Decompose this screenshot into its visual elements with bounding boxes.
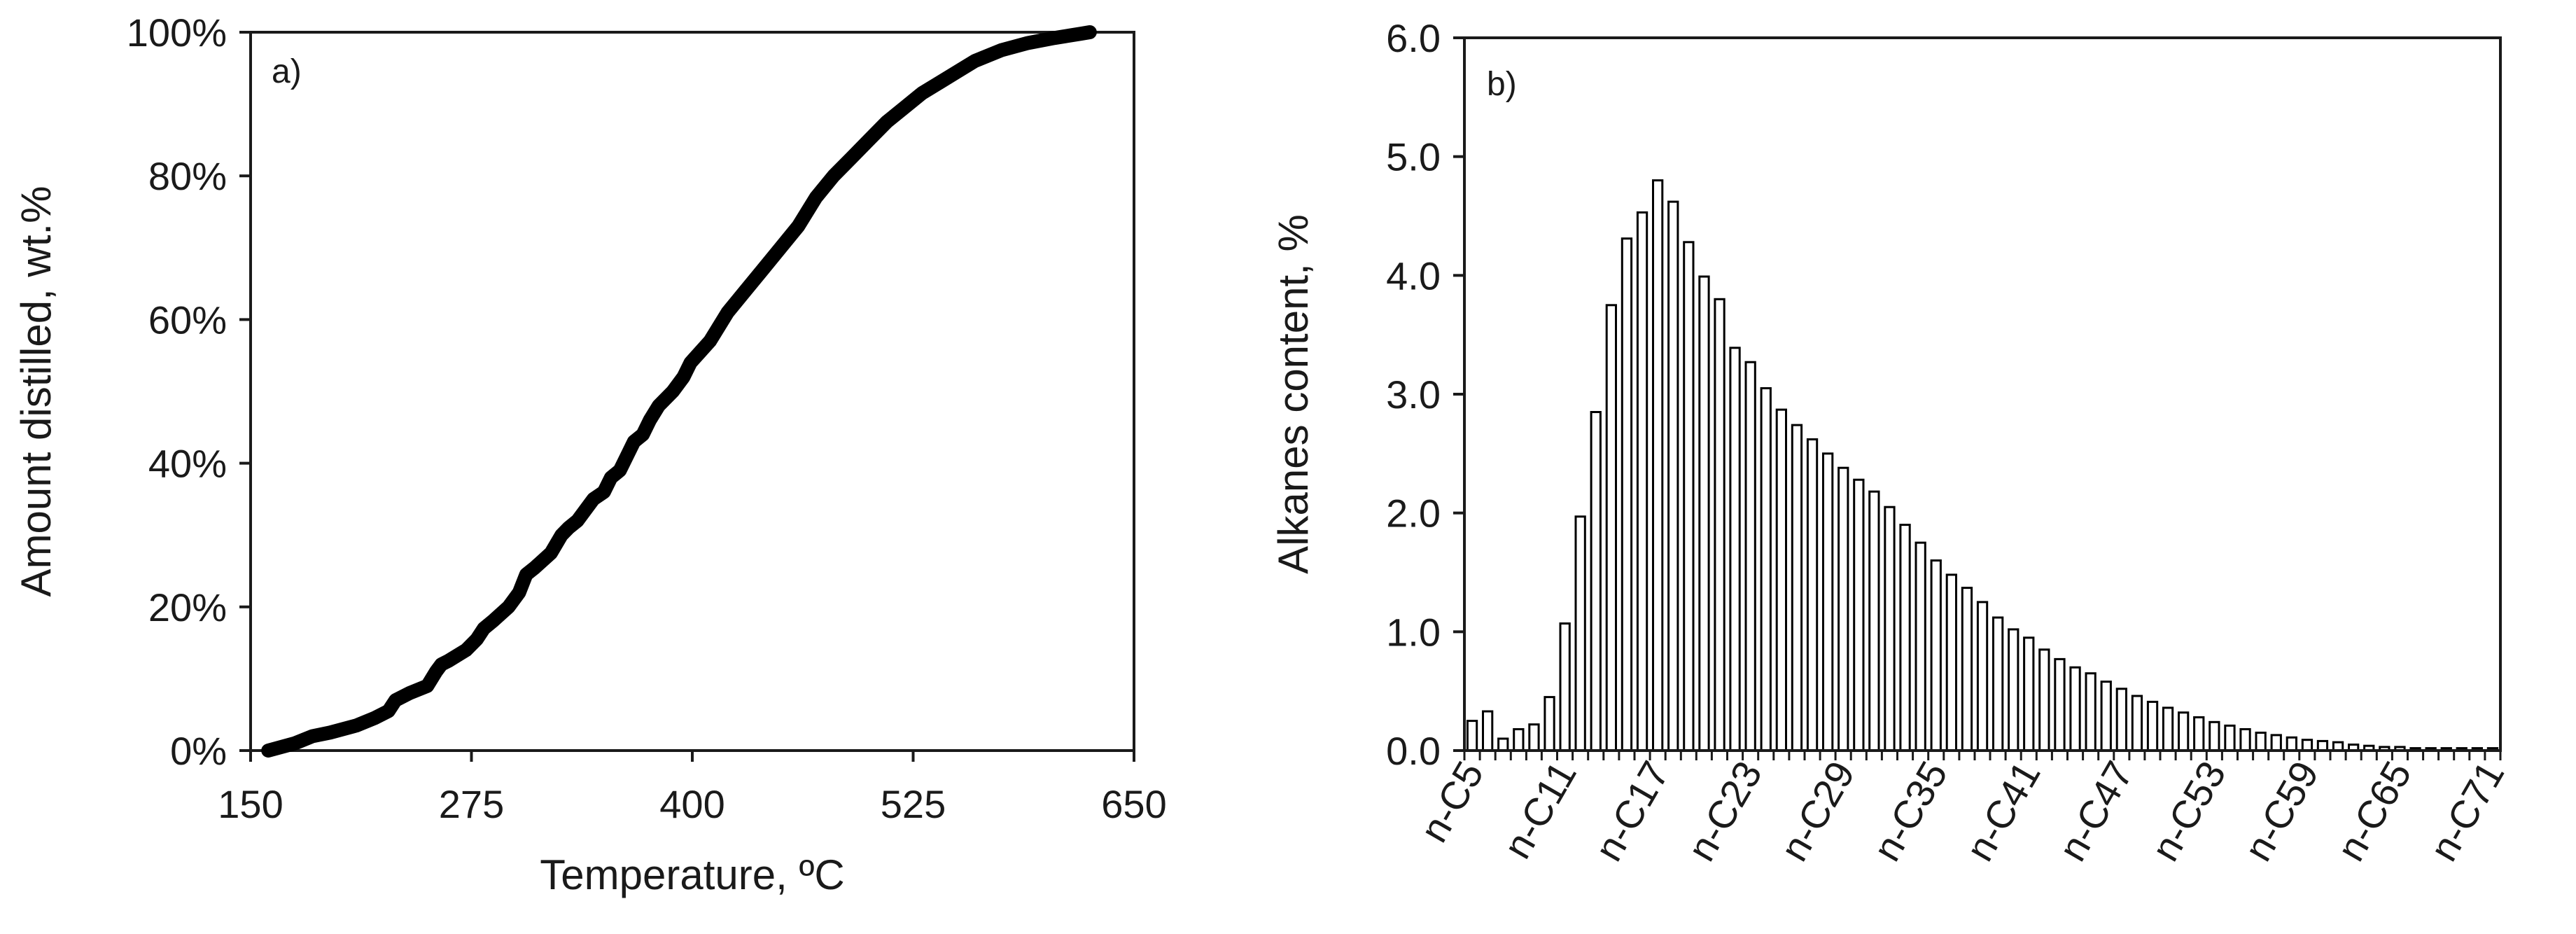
bar-n-C35 (1930, 559, 1942, 752)
panel-b-x-tick-label: n-C47 (2050, 754, 2141, 869)
bar-n-C41 (2023, 636, 2035, 752)
panel-a-y-axis-title: Amount distilled, wt.% (13, 186, 59, 597)
bar-n-C30 (1853, 478, 1865, 752)
bar-n-C43 (2054, 657, 2066, 752)
panel-b-x-tick-label: n-C41 (1957, 754, 2049, 869)
panel-b-x-tick-label: n-C53 (2143, 754, 2234, 869)
bar-n-C55 (2239, 728, 2251, 752)
bar-n-C40 (2008, 628, 2019, 752)
bar-n-C26 (1791, 424, 1803, 752)
panel-b-x-tick-label: n-C59 (2235, 754, 2327, 869)
panel-a-x-tick-label: 150 (218, 782, 283, 826)
bar-n-C33 (1899, 524, 1911, 752)
panel-b-x-tick-label: n-C23 (1679, 754, 1770, 869)
bar-n-C10 (1544, 696, 1555, 752)
bar-n-C59 (2301, 739, 2314, 752)
panel-b-x-tick-label: n-C11 (1494, 754, 1585, 866)
panel-a-label: a) (272, 53, 302, 90)
bar-n-C44 (2069, 666, 2081, 752)
panel-b-y-tick-label: 1.0 (1386, 610, 1441, 654)
bar-n-C28 (1822, 452, 1834, 752)
panel-b-y-tick-label: 2.0 (1386, 492, 1441, 536)
panel-b: 0.01.02.03.04.05.06.0n-C5 n-C11 n-C17 n-C23… (1270, 16, 2512, 868)
panel-b-y-tick-label: 6.0 (1386, 16, 1441, 60)
bar-n-C12 (1574, 515, 1586, 752)
panel-a-x-tick-label: 275 (439, 782, 504, 826)
panel-a-y-tick-label: 100% (127, 11, 227, 55)
panel-b-y-axis-title: Alkanes content, % (1270, 214, 1317, 574)
panel-b-x-tick-label: n-C35 (1864, 754, 1956, 869)
bar-n-C47 (2115, 688, 2127, 752)
bar-n-C36 (1945, 573, 1957, 752)
bar-n-C24 (1760, 387, 1772, 752)
bar-n-C21 (1714, 298, 1726, 752)
panel-a-y-tick-label: 60% (148, 298, 227, 342)
bar-n-C52 (2193, 716, 2205, 752)
bar-n-C20 (1698, 275, 1710, 752)
bar-n-C42 (2038, 648, 2050, 752)
panel-a-distillation-curve (261, 25, 1097, 758)
bar-n-C56 (2255, 732, 2267, 752)
panel-b-y-tick-label: 4.0 (1386, 253, 1441, 298)
bar-n-C8 (1513, 728, 1525, 752)
bar-n-C32 (1884, 506, 1896, 752)
bar-n-C57 (2270, 734, 2282, 752)
bar-n-C13 (1590, 411, 1602, 752)
panel-a-x-tick-label: 650 (1101, 782, 1166, 826)
bar-n-C49 (2146, 700, 2159, 752)
bar-n-C58 (2286, 736, 2297, 752)
panel-a-y-tick-label: 80% (148, 154, 227, 198)
panel-b-x-tick-label: n-C17 (1586, 754, 1678, 869)
bar-n-C15 (1620, 237, 1633, 752)
bar-n-C37 (1961, 587, 1973, 752)
bar-n-C31 (1868, 490, 1880, 752)
bar-n-C16 (1636, 211, 1648, 752)
bar-n-C46 (2100, 681, 2112, 752)
bar-n-C17 (1652, 179, 1664, 752)
bar-n-C51 (2178, 711, 2190, 752)
bar-n-C34 (1914, 541, 1926, 752)
bar-n-C23 (1744, 361, 1756, 752)
panel-a-x-axis-title: Temperature, ºC (540, 851, 844, 898)
bar-n-C25 (1775, 408, 1787, 752)
bar-n-C19 (1683, 241, 1695, 752)
bar-n-C6 (1482, 710, 1494, 752)
bar-n-C48 (2131, 695, 2143, 752)
panel-a-y-tick-label: 40% (148, 442, 227, 486)
bar-n-C38 (1976, 601, 1989, 752)
panel-a-x-tick-label: 400 (659, 782, 724, 826)
bar-n-C50 (2162, 706, 2174, 752)
panel-b-label: b) (1487, 66, 1517, 103)
panel-a-x-tick-label: 525 (881, 782, 946, 826)
bar-n-C14 (1605, 304, 1617, 752)
bar-n-C53 (2208, 720, 2220, 752)
bar-n-C5 (1466, 720, 1478, 752)
bar-n-C9 (1528, 723, 1540, 752)
bar-n-C27 (1806, 438, 1819, 752)
bar-n-C29 (1837, 466, 1849, 752)
bar-n-C22 (1729, 347, 1741, 752)
bar-n-C7 (1497, 737, 1509, 752)
panel-b-y-tick-label: 5.0 (1386, 135, 1441, 179)
bar-n-C11 (1559, 622, 1571, 752)
bar-n-C39 (1992, 616, 2004, 752)
bar-n-C54 (2224, 724, 2236, 752)
panel-a-y-tick-label: 20% (148, 585, 227, 629)
panel-b-x-tick-label: n-C65 (2328, 754, 2420, 869)
panel-a-frame (249, 31, 1135, 752)
bar-n-C45 (2085, 672, 2096, 752)
panel-b-y-tick-label: 3.0 (1386, 372, 1441, 417)
bar-n-C18 (1667, 200, 1679, 752)
panel-b-x-tick-label: n-C29 (1772, 754, 1863, 869)
bar-n-C60 (2316, 739, 2329, 752)
panel-a-y-tick-label: 0% (170, 729, 227, 773)
panel-a: 0% 20% 40% 60% 80% 100% 150 275 400 525 650 a) Tempe… (13, 11, 1167, 898)
panel-b-y-tick-label: 0.0 (1386, 729, 1441, 773)
panel-b-x-tick-label: n-C71 (2421, 754, 2513, 869)
